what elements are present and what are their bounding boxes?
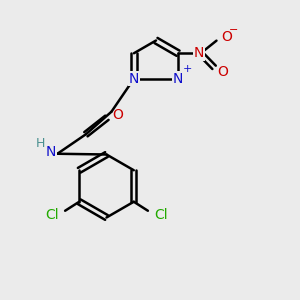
Text: N: N xyxy=(129,72,139,86)
Text: O: O xyxy=(222,30,232,44)
Text: H: H xyxy=(36,137,46,150)
Text: O: O xyxy=(112,108,123,122)
Text: −: − xyxy=(229,25,238,35)
Text: Cl: Cl xyxy=(154,208,167,222)
Text: O: O xyxy=(217,65,228,79)
Text: N: N xyxy=(173,72,183,86)
Text: N: N xyxy=(194,46,204,60)
Text: Cl: Cl xyxy=(46,208,59,222)
Text: N: N xyxy=(46,145,56,159)
Text: +: + xyxy=(183,64,192,74)
